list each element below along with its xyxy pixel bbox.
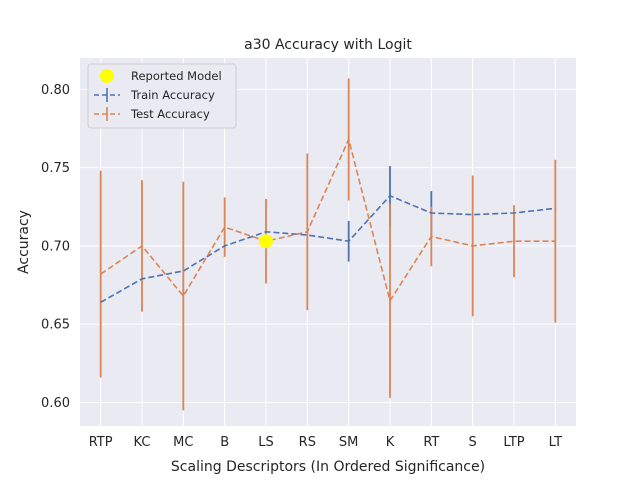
- y-tick-label: 0.75: [41, 161, 70, 176]
- reported-model-marker-group: [259, 234, 273, 249]
- x-tick-label: SM: [339, 435, 358, 450]
- test-accuracy-line: [100, 136, 556, 303]
- x-tick-label: LT: [549, 435, 562, 450]
- reported-model-marker: [259, 234, 273, 249]
- x-tick-label: MC: [173, 435, 193, 450]
- legend: Reported Model Train Accuracy Test Accur…: [87, 63, 237, 129]
- y-tick-label: 0.80: [41, 83, 70, 98]
- y-tick-label: 0.60: [41, 396, 70, 411]
- chart-title: a30 Accuracy with Logit: [244, 37, 412, 53]
- y-tick-label: 0.65: [41, 318, 70, 333]
- x-tick-label: LTP: [503, 435, 524, 450]
- legend-box: [87, 63, 237, 129]
- y-tick-labels: 0.60 0.65 0.70 0.75 0.80: [41, 83, 70, 411]
- legend-reported-model-marker: [100, 69, 114, 83]
- x-tick-label: RS: [299, 435, 316, 450]
- x-tick-label: KC: [134, 435, 151, 450]
- x-tick-label: S: [469, 435, 477, 450]
- x-tick-label: K: [386, 435, 395, 450]
- y-axis-label: Accuracy: [16, 210, 32, 274]
- legend-train-label: Train Accuracy: [130, 88, 215, 102]
- x-tick-labels: RTP KC MC B LS RS SM K RT S LTP LT: [89, 435, 562, 450]
- legend-reported-model-label: Reported Model: [131, 69, 222, 83]
- x-tick-label: RT: [423, 435, 439, 450]
- y-tick-label: 0.70: [41, 239, 70, 254]
- series-lines: [100, 136, 556, 303]
- x-axis-label: Scaling Descriptors (In Ordered Signific…: [171, 459, 485, 475]
- x-tick-label: RTP: [89, 435, 113, 450]
- train-accuracy-line: [100, 194, 556, 303]
- legend-test-label: Test Accuracy: [130, 107, 210, 121]
- x-tick-label: LS: [258, 435, 274, 450]
- x-tick-label: B: [220, 435, 229, 450]
